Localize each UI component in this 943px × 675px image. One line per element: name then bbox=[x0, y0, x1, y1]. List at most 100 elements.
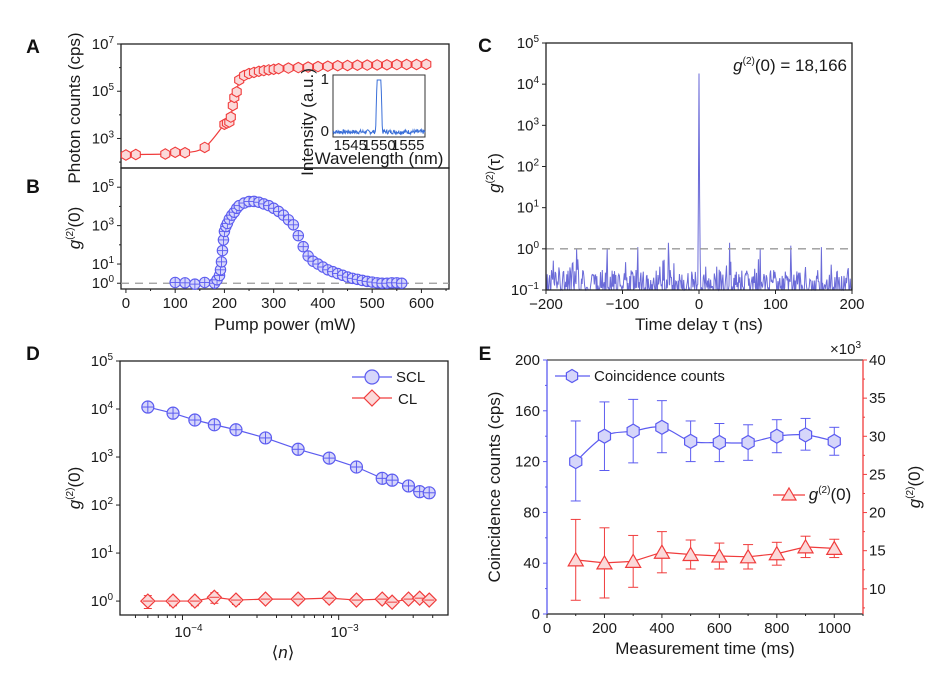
data-point bbox=[411, 58, 422, 71]
data-point bbox=[352, 59, 363, 72]
data-point-coincidence bbox=[770, 419, 784, 454]
y-tick-label: 105 bbox=[517, 34, 540, 52]
y-axis-title-d: g(2)(0) bbox=[65, 467, 84, 509]
x-axis-title-e: Measurement time (ms) bbox=[615, 639, 794, 658]
data-point-g2 bbox=[768, 541, 786, 566]
marker bbox=[741, 434, 755, 451]
data-point bbox=[332, 59, 343, 72]
x-tick-label: −100 bbox=[606, 296, 640, 313]
panel-e: E 0 40 80 120 160 200 10 15 20 25 30 35 40 ×103 0 200 400… bbox=[479, 340, 924, 658]
y-right-axis-title: g(2)(0) bbox=[905, 466, 924, 508]
data-point bbox=[215, 256, 228, 268]
data-point bbox=[297, 240, 309, 253]
y-left-tick-label: 200 bbox=[515, 352, 540, 369]
data-point-coincidence bbox=[655, 400, 669, 454]
data-point bbox=[169, 276, 181, 289]
x-tick-label: 0 bbox=[543, 620, 551, 637]
data-point-cl bbox=[348, 592, 365, 608]
marker bbox=[626, 423, 640, 439]
legend-marker-scl bbox=[364, 369, 380, 385]
y-left-tick-label: 0 bbox=[532, 606, 540, 623]
data-point-scl bbox=[207, 418, 221, 432]
inset-x-tick-label: 1550 bbox=[362, 137, 395, 154]
data-point bbox=[283, 62, 294, 74]
marker bbox=[653, 544, 671, 559]
g2-trace bbox=[546, 73, 852, 292]
y-right-tick-label: 10 bbox=[869, 581, 886, 598]
data-point-cl bbox=[421, 592, 438, 608]
data-point bbox=[312, 60, 324, 73]
x-tick-label: 100 bbox=[763, 296, 788, 313]
x-tick-label: 0 bbox=[122, 295, 130, 312]
y-tick-label: 105 bbox=[91, 352, 114, 370]
marker bbox=[770, 428, 784, 444]
panel-label-e: E bbox=[479, 344, 492, 365]
peak-annotation: g(2)(0) = 18,166 bbox=[733, 56, 847, 75]
x-tick-label: 800 bbox=[764, 620, 789, 637]
data-point bbox=[160, 148, 171, 160]
marker bbox=[567, 551, 585, 567]
right-axis-multiplier: ×103 bbox=[830, 340, 861, 358]
data-point-cl bbox=[400, 591, 417, 607]
data-point-cl bbox=[206, 589, 223, 606]
y-tick-label: 100 bbox=[91, 592, 114, 610]
data-point bbox=[189, 278, 201, 290]
data-point-g2 bbox=[653, 531, 671, 574]
y-tick-label: 10−1 bbox=[511, 281, 540, 299]
data-point bbox=[120, 149, 131, 161]
legend-marker-coincidence bbox=[565, 368, 579, 384]
y-tick-label: 101 bbox=[91, 544, 114, 562]
data-point-g2 bbox=[595, 527, 613, 599]
y-right-tick-label: 25 bbox=[869, 466, 886, 483]
data-point-coincidence bbox=[741, 424, 755, 461]
marker bbox=[655, 419, 669, 435]
data-point bbox=[179, 146, 191, 159]
legend-label-cl: CL bbox=[398, 391, 417, 408]
y-tick-label: 107 bbox=[92, 35, 115, 53]
data-point-cl bbox=[290, 591, 306, 607]
marker bbox=[597, 428, 612, 444]
x-tick-label: 10−3 bbox=[331, 623, 360, 641]
marker bbox=[683, 433, 698, 449]
marker bbox=[768, 545, 786, 561]
x-axis-title-d: ⟨n⟩ bbox=[272, 643, 295, 662]
y-right-tick-label: 35 bbox=[869, 390, 886, 407]
plot-frame-d bbox=[119, 360, 449, 616]
y-tick-label: 105 bbox=[92, 178, 115, 196]
x-tick-label: −200 bbox=[529, 296, 563, 313]
data-point-cl bbox=[186, 593, 203, 609]
legend-e: Coincidence counts g(2)(0) bbox=[555, 368, 851, 504]
y-right-tick-label: 15 bbox=[869, 543, 886, 560]
data-point bbox=[395, 277, 408, 289]
data-point-scl bbox=[229, 423, 243, 437]
data-point-scl bbox=[413, 485, 427, 499]
data-point-cl bbox=[384, 594, 400, 610]
data-point-g2 bbox=[797, 535, 815, 559]
y-tick-label: 103 bbox=[92, 129, 115, 147]
panel-c: C 10−1 100 101 102 103 104 105 −200 −100 0 100 200 Ti… bbox=[478, 34, 864, 334]
x-tick-label: 200 bbox=[592, 620, 617, 637]
y-left-tick-label: 80 bbox=[523, 504, 540, 521]
data-point bbox=[273, 62, 284, 75]
data-point bbox=[401, 58, 412, 71]
legend-marker-cl bbox=[363, 389, 381, 407]
data-point-cl bbox=[257, 591, 274, 607]
x-tick-label: 200 bbox=[212, 295, 237, 312]
y-left-tick-label: 160 bbox=[515, 403, 540, 420]
data-point bbox=[372, 59, 383, 71]
data-point-coincidence bbox=[597, 401, 612, 471]
data-point bbox=[322, 60, 333, 73]
data-point bbox=[179, 277, 191, 289]
y-right-tick-label: 40 bbox=[869, 352, 886, 369]
data-point-coincidence bbox=[827, 426, 841, 456]
legend-d: SCL CL bbox=[352, 369, 425, 408]
data-point-g2 bbox=[682, 539, 700, 570]
y-axis-title-b: g(2)(0) bbox=[65, 207, 84, 249]
marker bbox=[710, 547, 728, 563]
x-tick-label: 400 bbox=[310, 295, 335, 312]
y-right-tick-label: 30 bbox=[869, 428, 886, 445]
y-axis-title-c: g(2)(τ) bbox=[485, 153, 504, 193]
legend-label-scl: SCL bbox=[396, 369, 425, 386]
data-point-coincidence bbox=[683, 420, 698, 463]
